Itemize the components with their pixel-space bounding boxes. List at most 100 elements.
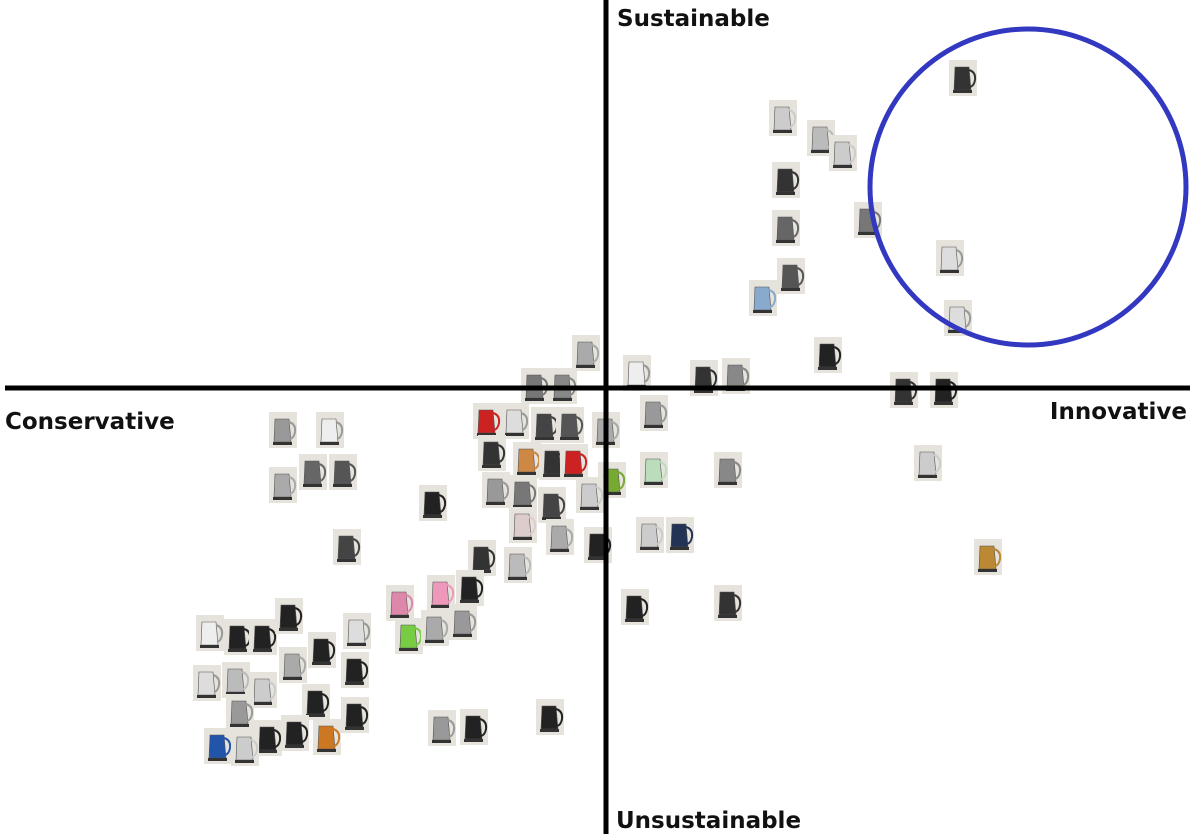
kettle-base	[811, 150, 830, 153]
kettle-photo	[854, 202, 882, 238]
kettle-handle	[362, 622, 371, 641]
kettle-base	[303, 484, 322, 487]
kettle-handle	[741, 367, 750, 386]
kettle-handle	[288, 476, 297, 495]
kettle-body	[811, 126, 830, 151]
kettle-body	[200, 621, 219, 646]
kettle-body	[627, 361, 646, 386]
kettle-handle	[768, 289, 777, 308]
kettle-base	[576, 365, 595, 368]
kettle-base	[253, 649, 272, 652]
kettle-base	[694, 390, 713, 393]
kettle-handle	[268, 628, 277, 647]
kettle-body	[576, 341, 595, 366]
kettle-handle	[335, 421, 344, 440]
kettle-handle	[655, 526, 664, 545]
kettle-base	[337, 559, 356, 562]
kettle-body	[431, 581, 450, 606]
kettle-body	[230, 700, 249, 725]
kettle-photo	[419, 485, 447, 521]
kettle-base	[508, 577, 527, 580]
kettle-base	[644, 482, 663, 485]
kettle-body	[273, 418, 292, 443]
kettle-base	[453, 634, 472, 637]
kettle-handle	[963, 309, 972, 328]
kettle-body	[670, 523, 689, 548]
kettle-body	[550, 525, 569, 550]
kettle-photo	[509, 507, 537, 543]
kettle-handle	[245, 703, 254, 722]
kettle-photo	[621, 589, 649, 625]
kettle-photo	[478, 435, 506, 471]
kettle-handle	[327, 641, 336, 660]
axis-label-bottom: Unsustainable	[616, 808, 801, 834]
kettle-handle	[268, 681, 277, 700]
kettle-photo	[814, 337, 842, 373]
kettle-body	[320, 418, 339, 443]
kettle-body	[208, 734, 227, 759]
kettle-base	[625, 619, 644, 622]
kettle-photo	[224, 619, 252, 655]
kettle-base	[776, 192, 795, 195]
kettle-body	[345, 658, 364, 683]
kettle-body	[776, 168, 795, 193]
kettle-photo	[666, 517, 694, 553]
kettle-handle	[640, 598, 649, 617]
kettle-handle	[212, 674, 221, 693]
kettle-photo	[636, 517, 664, 553]
kettle-body	[306, 690, 325, 715]
kettle-base	[858, 232, 877, 235]
kettle-base	[425, 640, 444, 643]
kettle-handle	[528, 516, 537, 535]
kettle-base	[540, 729, 559, 732]
kettle-handle	[796, 267, 805, 286]
kettle-handle	[250, 739, 259, 758]
kettle-photo	[914, 445, 942, 481]
kettle-base	[564, 474, 583, 477]
kettle-handle	[405, 594, 414, 613]
kettle-body	[283, 653, 302, 678]
kettle-photos	[193, 60, 1002, 766]
highlight-circle	[867, 26, 1189, 348]
kettle-base	[776, 240, 795, 243]
kettle-body	[253, 625, 272, 650]
kettle-handle	[523, 556, 532, 575]
kettle-base	[226, 692, 245, 695]
kettle-photo	[640, 452, 668, 488]
kettle-body	[978, 545, 997, 570]
kettle-handle	[968, 69, 977, 88]
kettle-handle	[993, 548, 1002, 567]
kettle-photo	[509, 475, 537, 511]
kettle-handle	[617, 471, 626, 490]
kettle-handle	[501, 481, 510, 500]
kettle-handle	[933, 454, 942, 473]
kettle-photo	[936, 240, 964, 276]
axis-label-top: Sustainable	[617, 6, 770, 32]
kettle-handle	[579, 453, 588, 472]
kettle-base	[258, 750, 277, 753]
kettle-handle	[318, 463, 327, 482]
kettle-handle	[273, 729, 282, 748]
kettle-body	[312, 638, 331, 663]
kettle-base	[482, 465, 501, 468]
kettle-body	[432, 716, 451, 741]
kettle-handle	[241, 671, 250, 690]
kettle-handle	[438, 494, 447, 513]
kettle-base	[640, 547, 659, 550]
kettle-photo	[449, 604, 477, 640]
kettle-base	[423, 515, 442, 518]
kettle-base	[273, 497, 292, 500]
kettle-photo	[279, 647, 307, 683]
kettle-handle	[487, 549, 496, 568]
kettle-base	[345, 727, 364, 730]
kettle-handle	[659, 461, 668, 480]
kettle-body	[940, 246, 959, 271]
kettle-handle	[591, 344, 600, 363]
kettle-body	[540, 705, 559, 730]
kettle-body	[918, 451, 937, 476]
kettle-base	[273, 442, 292, 445]
kettle-handle	[223, 737, 232, 756]
kettle-photo	[343, 613, 371, 649]
kettle-handle	[332, 728, 341, 747]
kettle-handle	[300, 724, 309, 743]
